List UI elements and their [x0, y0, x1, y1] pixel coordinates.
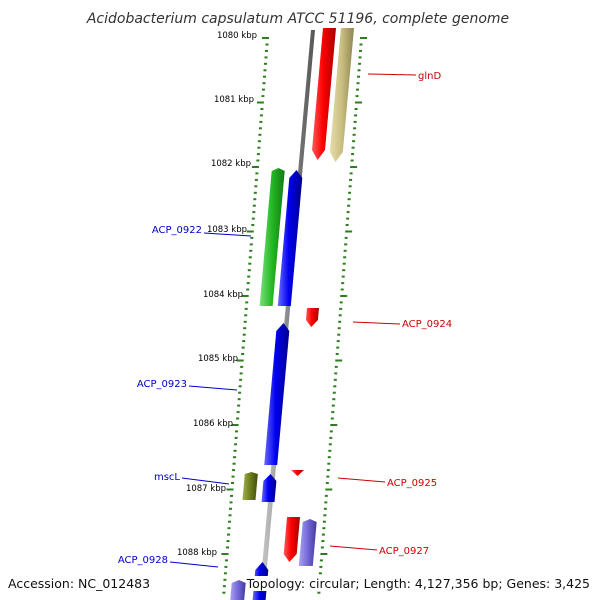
- gene-arrow-mscL: [242, 472, 258, 500]
- gene-label-ACP_0925: ACP_0925: [387, 478, 437, 489]
- ruler-label: 1082 kbp: [211, 159, 251, 169]
- leader-line-glnD: [367, 73, 417, 76]
- gene-label-ACP_0922: ACP_0922: [152, 225, 202, 236]
- leader-line-ACP_0923: [188, 385, 238, 391]
- leader-line-ACP_0928: [169, 561, 219, 568]
- ruler-label: 1088 kbp: [177, 548, 217, 558]
- gene-arrow-glnD: [312, 28, 336, 160]
- accession-info: Accession: NC_012483: [8, 576, 151, 591]
- ruler-label: 1083 kbp: [207, 225, 247, 235]
- leader-line-ACP_0924: [352, 321, 401, 325]
- gene-arrow-blue-1: [277, 170, 303, 306]
- position-ruler: [221, 37, 367, 594]
- gene-arrow-ACP_0922: [259, 168, 285, 306]
- gene-label-ACP_0924: ACP_0924: [402, 319, 452, 330]
- gene-arrow-purple-1: [298, 519, 317, 566]
- leader-line-ACP_0925: [337, 477, 386, 483]
- gene-arrow-purple-2: [230, 580, 246, 600]
- gene-arrow-tan: [329, 28, 354, 162]
- leader-line-mscL: [181, 477, 230, 485]
- ruler-label: 1081 kbp: [214, 95, 254, 105]
- gene-labels: glnD ACP_0924 ACP_0925 ACP_0927 ACP_0922…: [118, 71, 452, 566]
- gene-label-glnD: glnD: [418, 71, 441, 82]
- leader-line-ACP_0927: [329, 545, 378, 551]
- ruler-label: 1085 kbp: [198, 354, 238, 364]
- ruler-label: 1086 kbp: [193, 419, 233, 429]
- ruler-label: 1087 kbp: [186, 484, 226, 494]
- gene-label-leaders: [169, 73, 417, 568]
- ruler-label: 1084 kbp: [203, 290, 243, 300]
- gene-arrow-ACP_0923: [264, 323, 290, 465]
- gene-arrow-blue-2: [261, 474, 277, 502]
- leader-line-ACP_0922: [203, 232, 252, 237]
- gene-arrow-ACP_0927: [283, 517, 300, 562]
- topology-info: Topology: circular; Length: 4,127,356 bp…: [246, 576, 590, 591]
- gene-arrow-ACP_0924: [305, 308, 319, 327]
- ruler-label: 1080 kbp: [217, 31, 257, 41]
- gene-label-ACP_0923: ACP_0923: [137, 379, 187, 390]
- gene-arrow-ACP_0925: [291, 470, 304, 476]
- ruler-labels: 1080 kbp 1081 kbp 1082 kbp 1083 kbp 1084…: [177, 31, 257, 558]
- map-title: Acidobacterium capsulatum ATCC 51196, co…: [86, 11, 509, 27]
- gene-label-mscL: mscL: [154, 472, 180, 483]
- gene-label-ACP_0928: ACP_0928: [118, 555, 168, 566]
- gene-label-ACP_0927: ACP_0927: [379, 546, 429, 557]
- gene-features: [230, 28, 354, 600]
